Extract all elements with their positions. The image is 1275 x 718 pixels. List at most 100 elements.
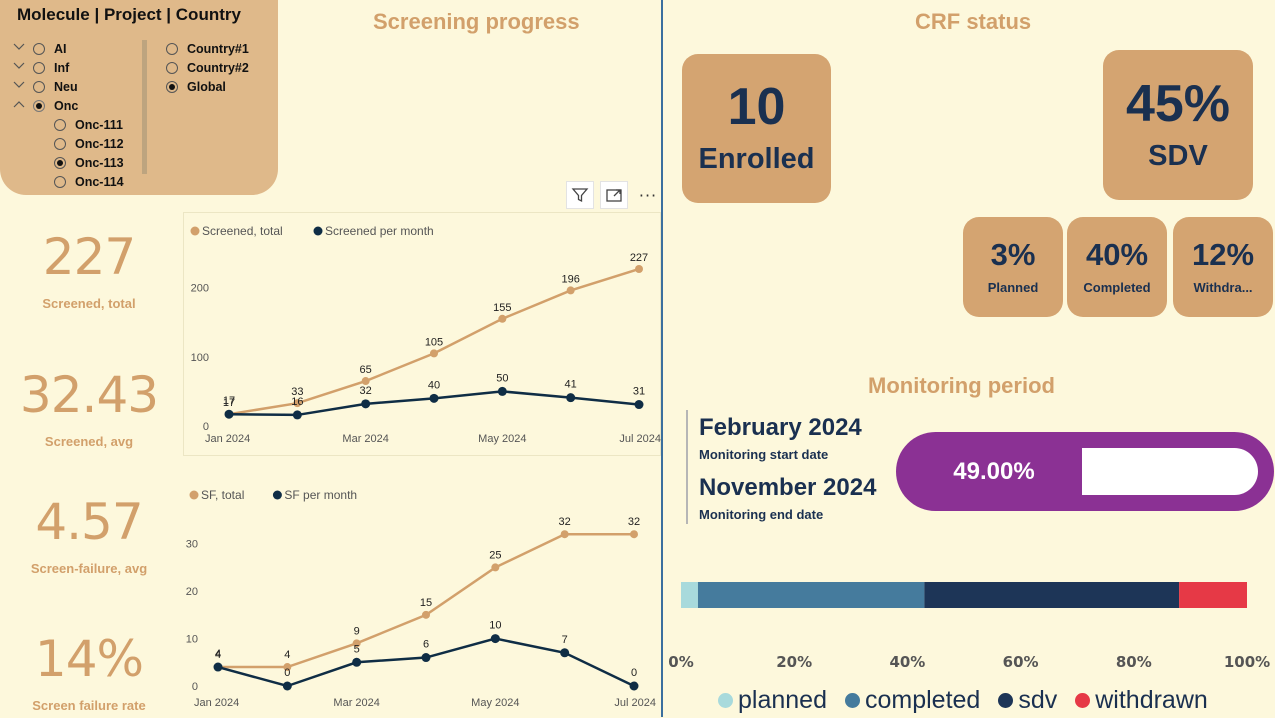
legend-marker bbox=[190, 226, 200, 236]
data-label: 32 bbox=[628, 516, 640, 528]
data-point bbox=[430, 349, 438, 358]
sdv-value: 45% bbox=[1125, 74, 1231, 133]
chevron-down-icon[interactable] bbox=[12, 62, 26, 73]
radio-button[interactable] bbox=[33, 61, 45, 74]
stacked-bar-sdv bbox=[924, 582, 1180, 608]
slicer-item-onc-114[interactable]: Onc-114 bbox=[54, 172, 124, 191]
monitoring-end-label: Monitoring end date bbox=[699, 507, 824, 522]
y-tick-label: 200 bbox=[191, 283, 209, 295]
x-tick-label: 60% bbox=[1003, 653, 1039, 671]
data-point bbox=[634, 400, 644, 410]
slicer-scrollbar[interactable] bbox=[142, 40, 147, 174]
monitoring-progress-bar: 49.00% bbox=[896, 432, 1274, 511]
data-label: 5 bbox=[354, 643, 360, 655]
slicer-item-label: Onc-112 bbox=[75, 136, 124, 151]
country-item-country2[interactable]: Country#2 bbox=[166, 58, 249, 77]
radio-button[interactable] bbox=[54, 118, 66, 131]
legend-marker bbox=[998, 693, 1014, 708]
stacked-bar-withdrawn bbox=[1179, 582, 1247, 608]
slicer-item-label: Neu bbox=[54, 79, 78, 94]
withdrawn-label: Withdra... bbox=[1193, 280, 1253, 295]
stacked-bar-legend: planned completed sdv withdrawn bbox=[718, 686, 1208, 715]
data-point bbox=[560, 648, 570, 658]
data-label: 105 bbox=[425, 336, 443, 348]
data-point bbox=[352, 639, 361, 648]
data-label: 15 bbox=[420, 597, 432, 609]
slicer-item-neu[interactable]: Neu bbox=[12, 77, 78, 96]
legend-marker bbox=[1075, 693, 1091, 708]
data-label: 32 bbox=[559, 516, 571, 528]
x-tick-label: May 2024 bbox=[471, 697, 519, 709]
data-label: 16 bbox=[291, 396, 303, 408]
kpi-screen-failure-rate-label: Screen failure rate bbox=[32, 698, 146, 713]
sdv-card: 45% SDV bbox=[1103, 50, 1253, 200]
data-label: 7 bbox=[562, 634, 568, 646]
x-tick-label: Jul 2024 bbox=[619, 433, 661, 445]
data-point bbox=[421, 653, 431, 663]
data-point bbox=[213, 662, 223, 672]
slicer-item-inf[interactable]: Inf bbox=[12, 58, 69, 77]
radio-button[interactable] bbox=[54, 137, 66, 150]
data-point bbox=[630, 530, 638, 539]
slicer-item-label: Onc bbox=[54, 98, 79, 113]
screened-chart-svg: Screened, total Screened per month 0 100 200… bbox=[190, 224, 661, 445]
monitoring-start-label: Monitoring start date bbox=[699, 447, 829, 462]
slicer-item-label: Onc-111 bbox=[75, 117, 123, 132]
slicer-item-onc-111[interactable]: Onc-111 bbox=[54, 115, 123, 134]
radio-button[interactable] bbox=[166, 61, 178, 74]
data-label: 17 bbox=[223, 397, 235, 409]
radio-button[interactable] bbox=[33, 80, 45, 93]
radio-button[interactable] bbox=[54, 175, 66, 188]
slicer-item-onc-113[interactable]: Onc-113 bbox=[54, 153, 124, 172]
radio-button[interactable] bbox=[166, 42, 178, 55]
enrolled-label: Enrolled bbox=[698, 143, 815, 175]
country-item-country1[interactable]: Country#1 bbox=[166, 39, 249, 58]
data-label: 4 bbox=[215, 649, 221, 661]
slicer-item-ai[interactable]: AI bbox=[12, 39, 67, 58]
data-label: 0 bbox=[284, 667, 290, 679]
chevron-up-icon[interactable] bbox=[12, 100, 26, 111]
country-item-label: Country#1 bbox=[187, 41, 249, 56]
radio-button[interactable] bbox=[54, 156, 66, 169]
slicer-item-onc[interactable]: Onc bbox=[12, 96, 78, 115]
x-tick-label: Jul 2024 bbox=[614, 697, 656, 709]
country-item-label: Global bbox=[187, 79, 226, 94]
data-label: 41 bbox=[565, 379, 577, 391]
kpi-screen-failure-avg-label: Screen-failure, avg bbox=[30, 561, 148, 576]
kpi-screen-failure-rate-value: 14% bbox=[34, 630, 144, 688]
kpi-screened-total-label: Screened, total bbox=[42, 296, 136, 311]
radio-button[interactable] bbox=[33, 99, 45, 112]
monitoring-accent-line bbox=[686, 410, 688, 524]
data-label: 25 bbox=[489, 549, 501, 561]
x-tick-label: 0% bbox=[668, 653, 693, 671]
focus-mode-icon[interactable] bbox=[600, 181, 628, 209]
data-label: 40 bbox=[428, 379, 440, 391]
progress-percent: 49.00% bbox=[953, 458, 1035, 485]
chevron-down-icon[interactable] bbox=[12, 43, 26, 54]
filter-slicer-panel: Molecule | Project | Country AI Inf Neu Onc… bbox=[0, 0, 278, 195]
legend-marker bbox=[272, 490, 282, 500]
country-item-global[interactable]: Global bbox=[166, 77, 226, 96]
planned-card: 3% Planned bbox=[963, 217, 1063, 317]
country-item-label: Country#2 bbox=[187, 60, 249, 75]
slicer-item-label: Inf bbox=[54, 60, 70, 75]
legend-label: Screened, total bbox=[202, 224, 283, 238]
sdv-label: SDV bbox=[1148, 139, 1208, 172]
x-tick-label: 80% bbox=[1116, 653, 1152, 671]
data-point bbox=[283, 663, 292, 672]
chevron-down-icon[interactable] bbox=[12, 81, 26, 92]
stacked-bar-planned bbox=[681, 582, 698, 608]
legend-label: sdv bbox=[1018, 686, 1058, 714]
data-point bbox=[292, 410, 302, 420]
kpi-screened-total-value: 227 bbox=[42, 228, 136, 286]
filter-icon[interactable] bbox=[566, 181, 594, 209]
monitoring-period-heading: Monitoring period bbox=[868, 373, 1055, 398]
y-tick-label: 0 bbox=[192, 681, 198, 693]
radio-button[interactable] bbox=[33, 42, 45, 55]
legend-marker bbox=[189, 490, 199, 500]
slicer-item-label: AI bbox=[54, 41, 67, 56]
radio-button[interactable] bbox=[166, 80, 178, 93]
slicer-item-onc-112[interactable]: Onc-112 bbox=[54, 134, 124, 153]
x-tick-label: Mar 2024 bbox=[333, 697, 379, 709]
more-options-icon[interactable]: ··· bbox=[638, 185, 658, 205]
